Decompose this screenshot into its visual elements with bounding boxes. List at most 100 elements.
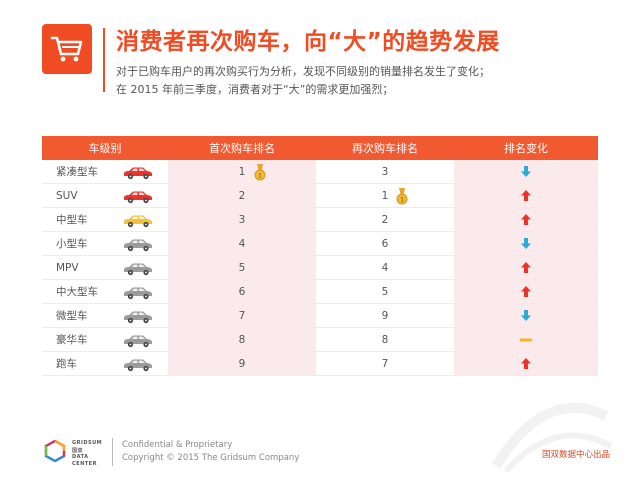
first-rank-cell: 8 <box>168 328 316 351</box>
second-rank-cell: 4 <box>316 256 454 279</box>
second-rank-value: 7 <box>381 357 389 370</box>
header-divider <box>103 28 105 92</box>
first-rank-cell: 9 <box>168 352 316 375</box>
car-class-cell: 小型车 <box>42 232 168 255</box>
second-rank-value: 5 <box>381 285 389 298</box>
car-class-label: 豪华车 <box>56 334 88 346</box>
copyright-text: Copyright © 2015 The Gridsum Company <box>122 453 300 463</box>
rank-change-cell <box>454 208 598 231</box>
table-row: 小型车 4 6 <box>42 232 598 256</box>
car-class-label: 中型车 <box>56 214 88 226</box>
car-icon <box>122 190 154 207</box>
header-rank-change: 排名变化 <box>504 142 548 155</box>
rank-change-cell <box>454 256 598 279</box>
car-icon <box>122 334 154 351</box>
car-class-label: 紧凑型车 <box>56 166 98 178</box>
car-class-cell: 跑车 <box>42 352 168 375</box>
shopping-cart-icon <box>42 24 92 74</box>
arrow-up-icon <box>521 214 531 225</box>
table-body: 紧凑型车 1 1 3 SUV 2 1 1 中型车 3 2 小型车 4 6 MPV 5 4 中大型车 6 5 微型车 7 9 豪… <box>42 160 598 376</box>
first-rank-value: 7 <box>238 309 246 322</box>
rank-table: 车级别 首次购车排名 再次购车排名 排名变化 紧凑型车 1 1 3 SUV 2 1 1 中型车 3… <box>42 136 598 376</box>
car-class-label: 小型车 <box>56 238 88 250</box>
second-rank-value: 4 <box>381 261 389 274</box>
logo-text-data: DATA <box>72 454 89 460</box>
table-row: 跑车 9 7 <box>42 352 598 376</box>
first-rank-value: 3 <box>238 213 246 226</box>
rank-change-cell <box>454 304 598 327</box>
first-rank-cell: 7 <box>168 304 316 327</box>
footer-divider <box>112 438 113 466</box>
rank-change-cell <box>454 328 598 351</box>
first-rank-value: 9 <box>238 357 246 370</box>
second-rank-value: 6 <box>381 237 389 250</box>
second-rank-value: 9 <box>381 309 389 322</box>
arrow-up-icon <box>521 262 531 273</box>
car-class-cell: 紧凑型车 <box>42 160 168 183</box>
car-icon <box>122 262 154 279</box>
svg-text:1: 1 <box>258 173 262 180</box>
second-rank-cell: 8 <box>316 328 454 351</box>
car-class-label: 中大型车 <box>56 286 98 298</box>
gridsum-logo-icon <box>44 440 66 462</box>
logo-text-gridsum: GRIDSUM <box>72 440 103 446</box>
arrow-down-icon <box>521 166 531 177</box>
second-rank-cell: 2 <box>316 208 454 231</box>
page-title: 消费者再次购车，向“大”的趋势发展 <box>116 29 500 55</box>
second-rank-cell: 3 <box>316 160 454 183</box>
first-rank-value: 2 <box>238 189 246 202</box>
arrow-up-icon <box>521 190 531 201</box>
source-credit: 国双数据中心出品 <box>542 450 611 460</box>
car-icon <box>122 310 154 327</box>
first-rank-value: 5 <box>238 261 246 274</box>
logo-text-cn: 国双 <box>72 448 84 454</box>
first-rank-value: 6 <box>238 285 246 298</box>
car-icon <box>122 166 154 183</box>
confidential-text: Confidential & Proprietary <box>122 440 233 450</box>
car-class-cell: 微型车 <box>42 304 168 327</box>
header-car-class: 车级别 <box>88 142 122 155</box>
first-rank-cell: 4 <box>168 232 316 255</box>
subtitle-line-2: 在 2015 年前三季度，消费者对于“大”的需求更加强烈； <box>116 83 394 96</box>
second-rank-value: 3 <box>381 165 389 178</box>
logo-text-center: CENTER <box>72 461 97 467</box>
rank-change-cell <box>454 232 598 255</box>
svg-text:1: 1 <box>400 197 404 204</box>
header-second-rank: 再次购车排名 <box>352 142 418 155</box>
car-class-label: MPV <box>56 261 79 274</box>
dash-icon <box>520 338 532 342</box>
subtitle-line-1: 对于已购车用户的再次购买行为分析，发现不同级别的销量排名发生了变化； <box>116 65 490 78</box>
car-class-cell: 中大型车 <box>42 280 168 303</box>
second-rank-cell: 9 <box>316 304 454 327</box>
second-rank-value: 8 <box>381 333 389 346</box>
gold-medal-icon: 1 <box>254 164 266 181</box>
car-class-cell: 豪华车 <box>42 328 168 351</box>
table-row: 紧凑型车 1 1 3 <box>42 160 598 184</box>
first-rank-value: 4 <box>238 237 246 250</box>
table-header: 车级别 首次购车排名 再次购车排名 排名变化 <box>42 136 598 160</box>
gold-medal-icon: 1 <box>396 188 408 205</box>
car-icon <box>122 286 154 303</box>
watermark-logo <box>491 402 613 474</box>
first-rank-value: 8 <box>238 333 246 346</box>
header-first-rank: 首次购车排名 <box>209 142 275 155</box>
car-icon <box>122 214 154 231</box>
second-rank-cell: 6 <box>316 232 454 255</box>
rank-change-cell <box>454 280 598 303</box>
car-class-cell: 中型车 <box>42 208 168 231</box>
car-icon <box>122 238 154 255</box>
car-class-label: SUV <box>56 189 78 202</box>
second-rank-cell: 7 <box>316 352 454 375</box>
car-icon <box>122 358 154 375</box>
rank-change-cell <box>454 160 598 183</box>
arrow-up-icon <box>521 358 531 369</box>
first-rank-cell: 3 <box>168 208 316 231</box>
arrow-up-icon <box>521 286 531 297</box>
second-rank-value: 2 <box>381 213 389 226</box>
table-row: 微型车 7 9 <box>42 304 598 328</box>
car-class-cell: SUV <box>42 184 168 207</box>
first-rank-cell: 5 <box>168 256 316 279</box>
car-class-label: 微型车 <box>56 310 88 322</box>
